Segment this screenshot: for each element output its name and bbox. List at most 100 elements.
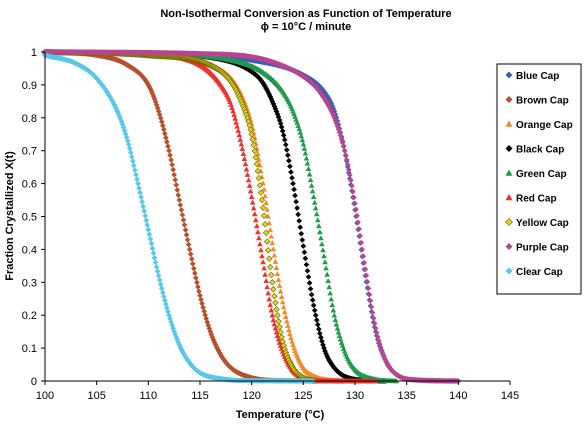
data-point	[257, 189, 265, 196]
legend-marker	[505, 120, 513, 127]
data-point	[122, 131, 129, 137]
data-point	[335, 126, 342, 132]
data-point	[306, 171, 313, 177]
data-point	[252, 154, 260, 161]
data-point	[182, 227, 189, 233]
data-point	[142, 212, 149, 219]
x-tick-label: 135	[397, 390, 415, 402]
data-point	[331, 312, 338, 318]
data-point	[273, 306, 280, 313]
data-point	[152, 99, 159, 105]
data-point	[156, 277, 163, 283]
data-point	[253, 160, 261, 168]
data-point	[153, 264, 160, 270]
data-point	[261, 221, 269, 228]
data-point	[280, 304, 287, 310]
data-point	[231, 111, 237, 117]
data-point	[176, 197, 183, 203]
data-point	[272, 299, 279, 307]
data-point	[199, 300, 205, 307]
data-point	[305, 274, 312, 280]
data-point	[348, 177, 354, 184]
data-point	[133, 171, 139, 178]
data-point	[164, 305, 170, 311]
data-point	[249, 136, 256, 143]
data-point	[167, 152, 173, 159]
data-point	[257, 162, 263, 168]
data-point	[215, 348, 222, 354]
data-point	[157, 281, 164, 287]
data-point	[361, 259, 368, 266]
data-point	[369, 309, 376, 316]
data-point	[267, 263, 274, 271]
data-point	[281, 309, 288, 315]
data-point	[268, 96, 275, 102]
series-brown-cap	[42, 49, 348, 384]
data-point	[308, 182, 315, 188]
data-point	[375, 337, 382, 344]
data-point	[326, 103, 332, 110]
data-point	[169, 161, 175, 168]
data-point	[308, 291, 315, 298]
x-tick-label: 130	[346, 390, 364, 402]
y-tick-label: 0	[31, 376, 37, 388]
data-point	[284, 147, 290, 153]
data-point	[279, 299, 286, 305]
data-point	[276, 323, 283, 331]
data-point	[196, 288, 202, 295]
x-tick-label: 100	[36, 390, 54, 402]
data-point	[265, 213, 271, 219]
data-point	[246, 182, 253, 188]
data-point	[346, 169, 352, 176]
data-point	[134, 176, 140, 182]
data-point	[323, 265, 329, 271]
data-point	[340, 143, 347, 150]
data-point	[270, 246, 277, 252]
data-point	[298, 230, 305, 237]
data-point	[152, 259, 159, 266]
data-point	[172, 177, 178, 183]
data-point	[284, 318, 290, 324]
data-point	[371, 320, 378, 327]
data-point	[278, 294, 285, 300]
data-point	[172, 331, 178, 338]
data-point	[207, 328, 214, 335]
data-point	[236, 132, 243, 138]
data-point	[165, 143, 171, 150]
data-point	[272, 105, 279, 112]
legend-item: Brown Cap	[505, 96, 569, 107]
data-point	[238, 141, 245, 147]
data-point	[123, 134, 130, 141]
data-point	[367, 298, 374, 304]
data-point	[148, 88, 155, 94]
data-point	[263, 199, 269, 205]
data-point	[251, 211, 258, 217]
data-point	[203, 315, 209, 322]
data-point	[302, 255, 309, 262]
data-point	[191, 265, 197, 272]
data-point	[326, 284, 332, 290]
data-point	[164, 139, 170, 145]
data-point	[263, 277, 269, 284]
legend-marker	[505, 218, 513, 226]
y-axis-label: Fraction Crystallized X(t)	[4, 151, 16, 281]
data-point	[325, 277, 331, 284]
data-point	[180, 350, 187, 357]
data-point	[307, 177, 314, 183]
data-point	[211, 339, 218, 346]
data-point	[258, 247, 264, 253]
data-point	[317, 330, 323, 337]
data-point	[300, 243, 307, 249]
data-point	[333, 321, 340, 327]
data-point	[259, 204, 267, 211]
data-point	[161, 293, 167, 300]
data-point	[149, 90, 156, 97]
legend-marker	[505, 145, 513, 152]
data-point	[295, 211, 301, 218]
data-point	[264, 284, 270, 290]
data-point	[310, 193, 317, 199]
data-point	[287, 163, 293, 170]
data-point	[244, 171, 251, 177]
data-point	[359, 246, 366, 253]
